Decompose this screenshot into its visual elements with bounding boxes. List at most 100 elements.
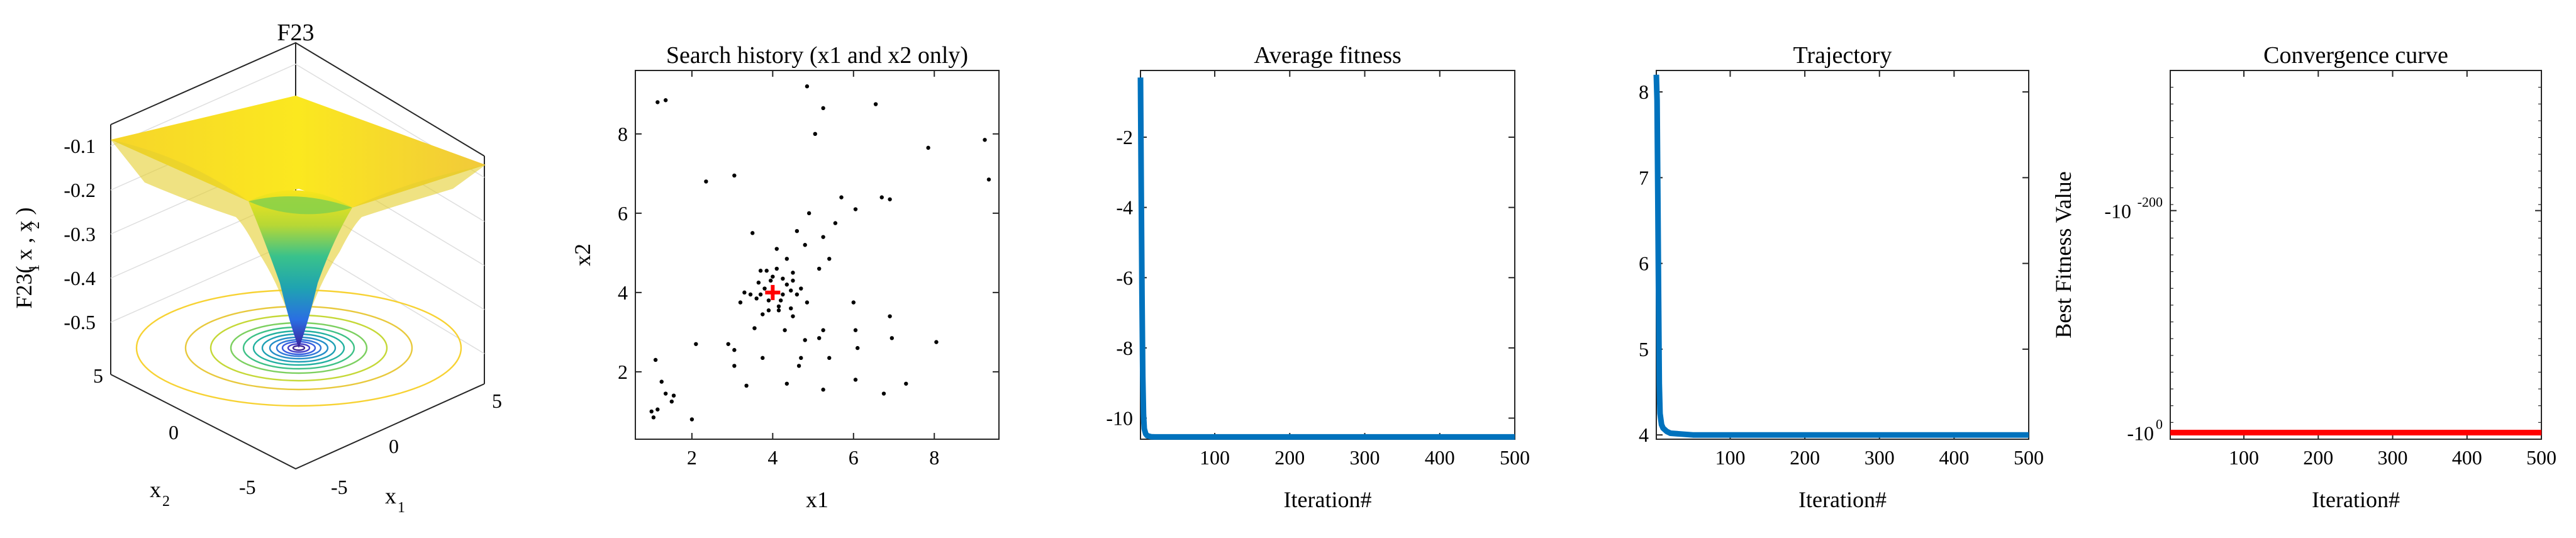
history-point [756, 280, 761, 285]
history-point [926, 145, 930, 150]
history-point [889, 336, 895, 340]
z-label-sub2: 2 [26, 221, 43, 229]
history-point [744, 383, 749, 388]
surface-panel: F23 [11, 20, 502, 516]
history-point [827, 356, 832, 361]
history-point [768, 278, 773, 283]
history-point [806, 211, 811, 216]
y-tick-label: -10 [2127, 422, 2154, 444]
x2-axis-label-sub: 2 [162, 493, 170, 510]
history-point [663, 98, 668, 103]
history-point [799, 286, 803, 291]
history-point [833, 221, 838, 225]
history-point [888, 197, 892, 201]
history-point [653, 357, 658, 362]
history-point [659, 379, 664, 384]
history-point [758, 292, 763, 297]
x2-tick-labels: 5 0 -5 [93, 364, 256, 498]
y-tick-label: -4 [1116, 196, 1133, 219]
x-axis-label: Iteration# [1284, 487, 1372, 512]
x-tick-label: 400 [2452, 446, 2482, 469]
history-point [839, 195, 844, 199]
x-tick-label: 8 [929, 446, 939, 469]
search-history-panel: Search history (x1 and x2 only) x1 x2 2 4 6 8 2… [570, 42, 1000, 512]
history-point [803, 338, 807, 342]
x-tick-label: 100 [2229, 446, 2259, 469]
history-point [853, 328, 858, 332]
x-tick-label: 500 [2014, 446, 2044, 469]
history-point [888, 314, 892, 318]
history-point [879, 195, 884, 199]
history-point [750, 231, 755, 235]
series-line [1653, 74, 2029, 438]
history-point [789, 306, 793, 311]
plot-area [635, 70, 1000, 440]
history-point [726, 342, 730, 346]
y-tick-label: -2 [1116, 126, 1133, 149]
history-point [821, 106, 825, 111]
history-point [776, 304, 781, 309]
x-tick-label: 100 [1200, 446, 1230, 469]
y-tick-label: 6 [618, 202, 628, 225]
z-tick: -0.1 [64, 135, 96, 157]
history-point [781, 292, 785, 297]
history-point [784, 283, 789, 287]
history-point [791, 314, 795, 318]
history-point [986, 177, 991, 182]
history-point [655, 407, 660, 412]
y-tick-label: -10 [1106, 407, 1133, 430]
chart-title: Average fitness [1254, 42, 1402, 69]
x-tick-label: 300 [1350, 446, 1380, 469]
history-point [827, 257, 832, 261]
history-point [776, 308, 781, 313]
history-point [813, 132, 817, 137]
chart-title: Trajectory [1793, 42, 1892, 69]
history-point [651, 415, 656, 420]
history-point [732, 348, 737, 352]
history-point [934, 340, 939, 344]
history-point [704, 179, 708, 184]
history-point [881, 391, 886, 396]
x1-axis-label: x [385, 483, 396, 508]
history-point [784, 381, 789, 386]
y-axis-label: x2 [570, 244, 595, 266]
y-tick-label: -8 [1116, 337, 1133, 359]
x-tick-label: 400 [1425, 446, 1455, 469]
trajectory-panel: Trajectory Iteration# 100 200 300 400 500 4 5 6 7 8 [1639, 42, 2044, 512]
y-tick-label: 4 [1639, 423, 1649, 446]
x-tick-label: 200 [2303, 446, 2333, 469]
history-point [821, 328, 825, 332]
history-point [856, 345, 860, 350]
history-point [689, 417, 694, 422]
history-point [781, 276, 785, 281]
x2-tick: 0 [169, 421, 179, 444]
history-point [817, 266, 822, 271]
history-point [758, 269, 763, 273]
x-tick-label: 500 [1500, 446, 1530, 469]
average-fitness-panel: Average fitness Iteration# 100 200 300 400 500… [1106, 42, 1530, 512]
history-point [817, 336, 822, 340]
y-axis-label: Best Fitness Value [2051, 171, 2076, 338]
history-point [789, 288, 793, 293]
z-tick: -0.3 [64, 223, 96, 245]
z-axis-label: F23( x , x ) 1 2 [11, 208, 43, 309]
x-tick-label: 2 [687, 446, 697, 469]
history-point [752, 326, 757, 330]
history-point [761, 312, 765, 317]
history-point [795, 292, 800, 297]
history-point [805, 84, 810, 89]
history-point [873, 102, 878, 106]
y-tick-label: 8 [1639, 81, 1649, 103]
history-point [805, 300, 810, 305]
history-point [738, 300, 743, 305]
history-point [655, 100, 660, 104]
chart-title: Convergence curve [2263, 42, 2448, 69]
z-tick: -0.4 [64, 267, 96, 289]
history-point [766, 308, 771, 313]
svg-text:F23( x , x ): F23( x , x ) [11, 208, 36, 309]
history-point [821, 388, 825, 392]
history-point [671, 393, 676, 398]
x-axis-label: Iteration# [2312, 487, 2400, 512]
plot-area [1140, 70, 1515, 440]
